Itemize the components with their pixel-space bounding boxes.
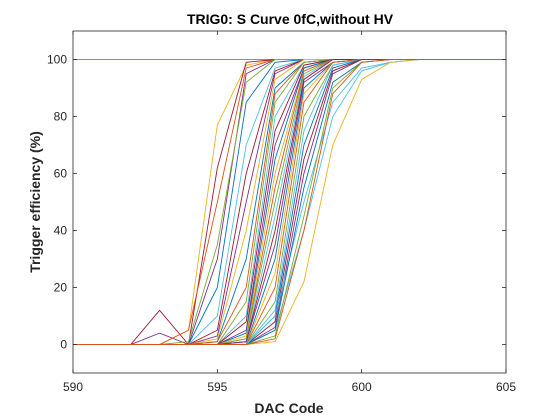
plot-frame <box>72 30 507 374</box>
y-axis: 0 20 40 60 80 100 <box>47 53 506 352</box>
x-tick-label-4: 605 <box>496 380 516 394</box>
y-axis-label: Trigger efficiency (%) <box>27 131 43 273</box>
x-tick-label-2: 595 <box>207 380 227 394</box>
y-tick-label-3: 40 <box>54 224 68 238</box>
y-tick-label-2: 20 <box>54 281 68 295</box>
x-axis-label: DAC Code <box>254 400 323 416</box>
x-axis: 590 595 600 605 <box>63 31 516 394</box>
series-layer <box>73 59 506 346</box>
y-tick-label-1: 0 <box>60 338 67 352</box>
plot-area <box>73 31 506 373</box>
x-tick-label-1: 590 <box>63 380 83 394</box>
y-tick-label-4: 60 <box>54 167 68 181</box>
y-tick-label-5: 80 <box>54 110 68 124</box>
y-tick-label-6: 100 <box>47 53 67 67</box>
x-tick-label-3: 600 <box>352 380 372 394</box>
chart-title: TRIG0: S Curve 0fC,without HV <box>187 11 394 27</box>
series-line-38 <box>73 59 506 345</box>
